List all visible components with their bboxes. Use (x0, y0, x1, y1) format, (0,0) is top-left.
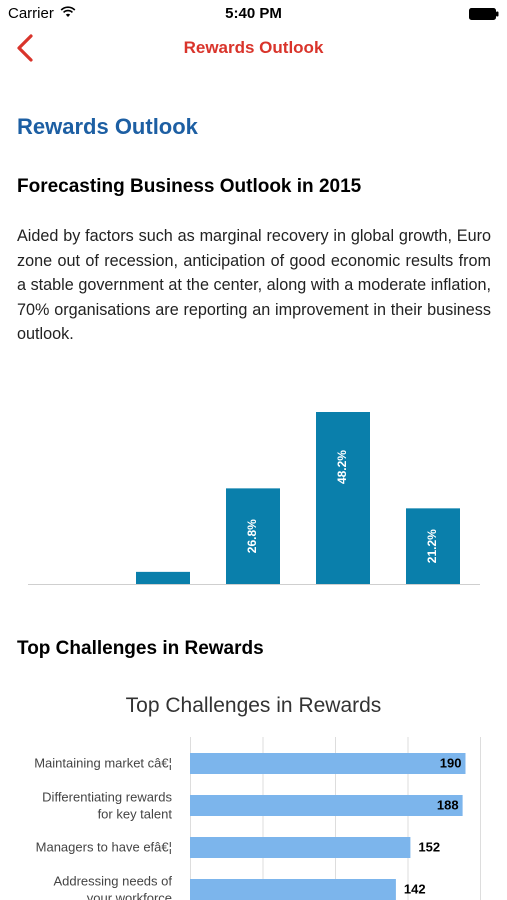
challenges-chart: 190 Maintaining market câ€¦ 188 Differentia… (0, 735, 507, 900)
challenge-bar (190, 879, 396, 900)
challenge-value-label: 190 (440, 756, 462, 771)
nav-title: Rewards Outlook (183, 38, 324, 57)
outlook-bar (136, 571, 190, 584)
challenge-value-label: 188 (437, 798, 459, 813)
section-title-forecast: Forecasting Business Outlook in 2015 (17, 176, 362, 197)
challenges-chart-title: Top Challenges in Rewards (125, 694, 382, 717)
carrier-label: Carrier (8, 5, 54, 22)
outlook-bar-label: 26.8% (245, 519, 259, 553)
navigation-bar: Rewards Outlook (0, 28, 507, 68)
chevron-left-icon[interactable] (14, 32, 38, 64)
intro-paragraph: Aided by factors such as marginal recove… (17, 227, 491, 343)
section-title-challenges: Top Challenges in Rewards (17, 638, 264, 659)
challenge-value-label: 142 (404, 882, 426, 897)
challenge-bar (190, 753, 466, 774)
challenge-bar (190, 837, 411, 858)
challenges-chart-svg: 190 Maintaining market câ€¦ 188 Differentia… (34, 737, 481, 900)
business-outlook-chart-svg: 26.8% 48.2% 21.2% (28, 412, 480, 585)
challenge-category-label: Differentiating rewards (42, 790, 172, 805)
page-title: Rewards Outlook (17, 114, 198, 139)
outlook-bar-label: 48.2% (335, 450, 349, 484)
outlook-bar (316, 412, 370, 584)
challenge-category-label: Addressing needs of (53, 874, 172, 889)
battery-icon (469, 8, 499, 20)
status-bar: Carrier 5:40 PM (0, 0, 507, 28)
wifi-icon (60, 6, 76, 17)
outlook-bar (406, 508, 460, 584)
challenge-category-label: Managers to have efâ€¦ (36, 840, 172, 855)
challenge-bar (190, 795, 463, 816)
challenge-category-label: your workforce (87, 891, 172, 900)
challenge-value-label: 152 (418, 840, 440, 855)
outlook-bar (226, 488, 280, 584)
challenge-category-label: Maintaining market câ€¦ (34, 756, 172, 771)
challenge-category-label: for key talent (98, 807, 173, 822)
outlook-bar-label: 21.2% (425, 529, 439, 563)
business-outlook-chart: 26.8% 48.2% 21.2% (28, 395, 480, 590)
status-time: 5:40 PM (225, 5, 282, 22)
